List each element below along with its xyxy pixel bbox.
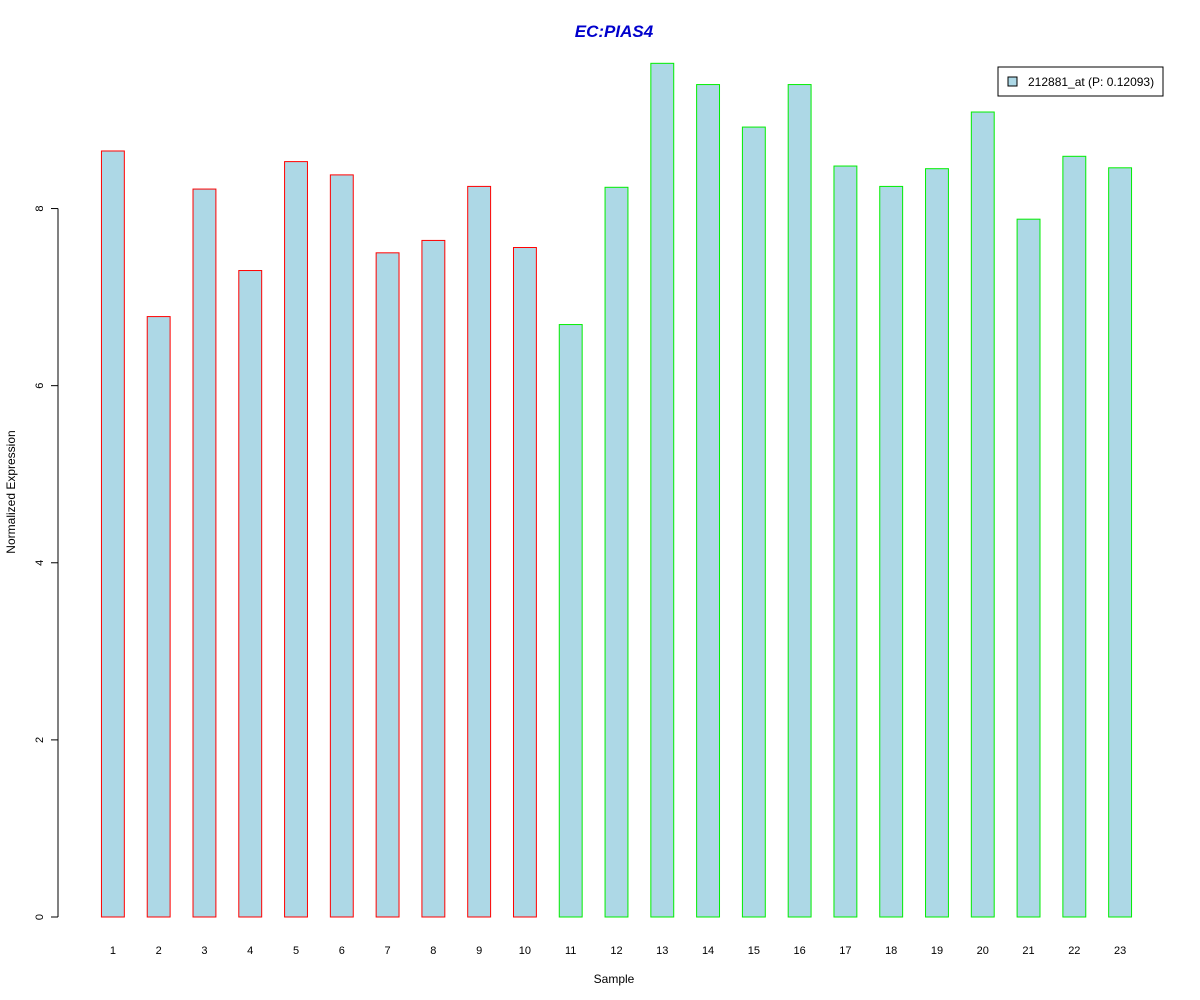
- x-tick-label: 11: [565, 945, 576, 957]
- legend-swatch: [1007, 76, 1018, 87]
- bar-sample-21: [1016, 218, 1041, 918]
- x-tick-label: 21: [1022, 945, 1034, 957]
- x-tick-label: 23: [1114, 945, 1126, 957]
- x-tick-label: 1: [110, 945, 116, 957]
- x-tick-label: 2: [156, 945, 162, 957]
- y-axis: 0 2 4 6 8: [34, 205, 59, 920]
- x-tick-label: 8: [430, 945, 436, 957]
- bar-sample-18: [879, 185, 904, 918]
- x-tick-label: 4: [247, 945, 253, 957]
- y-tick-label: 0: [34, 914, 46, 920]
- bar-sample-7: [375, 252, 400, 918]
- x-tick-label: 19: [931, 945, 943, 957]
- x-tick-label: 18: [885, 945, 897, 957]
- legend: 212881_at (P: 0.12093): [997, 66, 1164, 97]
- bar-sample-1: [100, 150, 125, 918]
- bar-sample-14: [696, 84, 721, 918]
- legend-box: [997, 66, 1164, 97]
- bar-sample-17: [833, 165, 858, 918]
- bar-sample-9: [467, 185, 492, 918]
- x-tick-label: 20: [977, 945, 989, 957]
- legend-series-label: 212881_at (P: 0.12093): [1028, 75, 1154, 89]
- bar-sample-15: [741, 126, 766, 918]
- bar-sample-4: [238, 270, 263, 918]
- bar-sample-16: [787, 84, 812, 918]
- bar-sample-10: [512, 247, 537, 918]
- x-tick-label: 12: [610, 945, 622, 957]
- x-axis-label: Sample: [594, 972, 635, 986]
- y-tick-label: 4: [34, 560, 46, 566]
- bar-sample-2: [146, 316, 171, 918]
- bar-sample-23: [1108, 167, 1133, 918]
- y-axis-label: Normalized Expression: [4, 430, 18, 553]
- x-tick-label: 9: [476, 945, 482, 957]
- bar-sample-22: [1062, 155, 1087, 918]
- x-tick-label: 14: [702, 945, 714, 957]
- bar-sample-8: [421, 239, 446, 918]
- x-tick-label: 16: [794, 945, 806, 957]
- bar-sample-13: [650, 62, 675, 918]
- bar-sample-3: [192, 188, 217, 918]
- x-tick-label: 13: [656, 945, 668, 957]
- x-tick-label: 22: [1068, 945, 1080, 957]
- bar-sample-6: [329, 174, 354, 918]
- x-tick-label: 17: [839, 945, 851, 957]
- bar-sample-11: [558, 324, 583, 918]
- bar-sample-5: [284, 161, 308, 918]
- y-tick-label: 8: [34, 205, 46, 211]
- y-tick-label: 6: [34, 383, 46, 389]
- bar-sample-20: [970, 111, 995, 918]
- x-tick-label: 5: [293, 945, 299, 957]
- x-tick-label: 3: [201, 945, 207, 957]
- x-tick-label: 6: [339, 945, 345, 957]
- chart-title: EC:PIAS4: [575, 22, 654, 41]
- bar-sample-19: [925, 168, 949, 918]
- x-tick-labels: 1 2 3 4 5 6 7 8 9 10 11 12 13 14 15 16 17 18 19 20 21 22 23: [110, 945, 1126, 957]
- y-tick-label: 2: [34, 737, 46, 743]
- x-tick-label: 10: [519, 945, 531, 957]
- x-tick-label: 15: [748, 945, 760, 957]
- x-tick-label: 7: [385, 945, 391, 957]
- bars: [100, 62, 1133, 918]
- bar-sample-12: [604, 186, 629, 918]
